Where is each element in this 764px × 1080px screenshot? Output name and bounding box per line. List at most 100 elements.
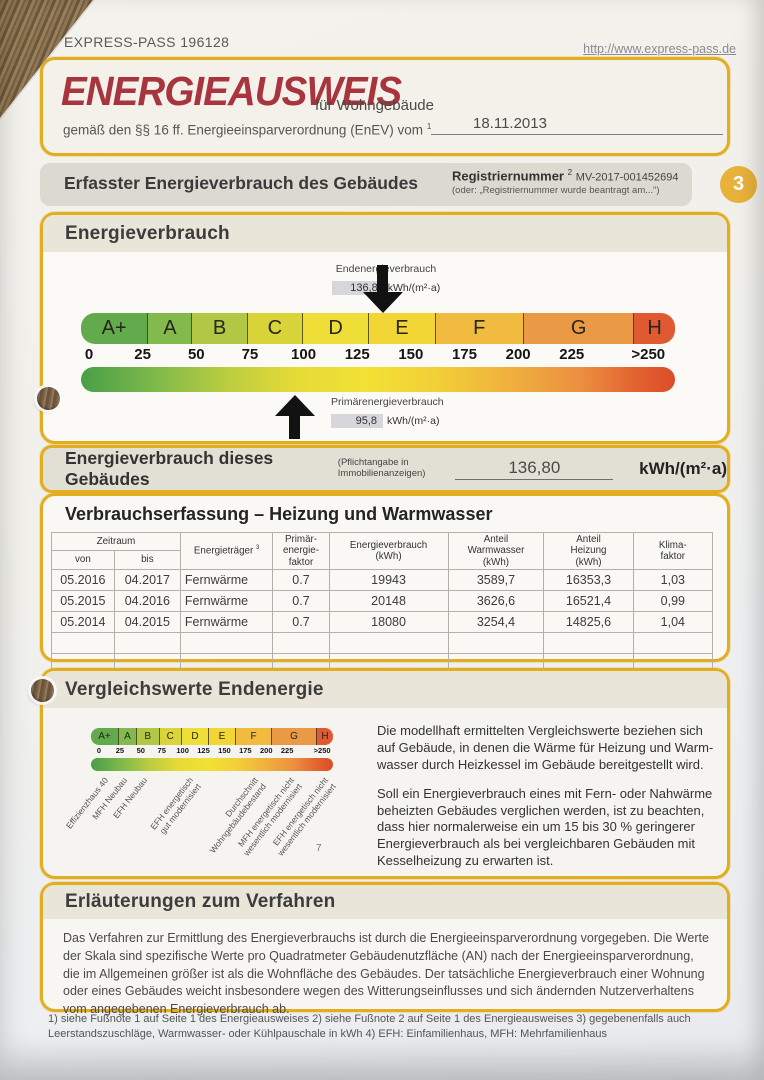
consumption-table-title: Verbrauchserfassung – Heizung und Warmwa…: [65, 504, 493, 524]
scale-tick-0: 0: [96, 746, 102, 755]
scale-tick-225: 225: [559, 346, 585, 363]
col-von: von: [51, 550, 115, 570]
document-title: ENERGIEAUSWEIS: [61, 68, 402, 114]
efficiency-class-band: A+ A B C D E F G H: [81, 313, 675, 344]
comparison-paragraph-2: Soll ein Energieverbrauch eines mit Fern…: [377, 785, 713, 869]
footnote-marker-2: 2: [567, 168, 573, 177]
efficiency-class-B: B: [136, 728, 159, 745]
section-capture-title: Erfasster Energieverbrauch des Gebäudes: [64, 173, 419, 193]
efficiency-class-C: C: [246, 313, 302, 344]
footnotes: 1) siehe Fußnote 1 auf Seite 1 des Energ…: [48, 1013, 691, 1040]
scale-box-header: Energieverbrauch: [43, 215, 727, 252]
registration-label: Registriernummer: [452, 168, 564, 184]
scale-tick-175: 175: [451, 346, 477, 363]
document-subtitle: für Wohngebäude: [315, 97, 434, 114]
col-energietraeger: Energieträger 3: [179, 532, 274, 570]
primary-energy-value: 95,8: [331, 414, 383, 428]
page-mark: 7: [316, 843, 322, 854]
usage-unit: kWh/(m²·a): [639, 459, 727, 478]
scale-tick-150: 150: [218, 746, 231, 755]
scale-tick-150: 150: [398, 346, 424, 363]
col-primaerfaktor: Primär- energie- faktor: [272, 532, 330, 570]
efficiency-class-F: F: [434, 313, 523, 344]
end-energy-unit: kWh/(m²·a): [387, 282, 441, 294]
scale-tick-200: 200: [505, 346, 531, 363]
scale-tick-75: 75: [241, 346, 259, 363]
scale-tick-0: 0: [84, 346, 94, 363]
scale-tick->250: >250: [313, 746, 331, 755]
comparison-tick-row: 0 25 50 75 100 125 150 175 200 225 >250: [91, 746, 333, 756]
comparison-paragraph-1: Die modellhaft ermittelten Vergleichswer…: [377, 723, 714, 772]
efficiency-class-A+: A+: [81, 313, 148, 344]
table-row: 05.2016 04.2017 Fernwärme 0.7 19943 3589,7 163…: [51, 568, 714, 591]
efficiency-class-B: B: [191, 313, 247, 344]
efficiency-class-D: D: [181, 728, 208, 745]
comparison-class-band: A+ A B C D E F G H: [91, 728, 333, 745]
scale-tick->250: >250: [631, 346, 666, 363]
issue-date: 18.11.2013: [431, 115, 723, 135]
efficiency-class-G: G: [271, 728, 316, 745]
comparison-text: Die modellhaft ermittelten Vergleichswer…: [377, 723, 725, 870]
col-zeitraum: Zeitraum: [51, 531, 181, 552]
scale-tick-225: 225: [280, 746, 294, 755]
primary-energy-label: Primärenergieverbrauch: [331, 396, 444, 408]
table-row: [51, 631, 714, 654]
explanation-box-title: Erläuterungen zum Verfahren: [65, 891, 336, 912]
comparison-marker-label: Effizienzhaus 40: [64, 775, 111, 831]
registration-number: MV-2017-001452694: [575, 171, 679, 184]
efficiency-class-E: E: [208, 728, 235, 745]
footnote-marker-3: 3: [256, 545, 260, 552]
col-energieverbrauch: Energieverbrauch (kWh): [328, 532, 449, 570]
usage-note: (Pflichtangabe in Immobilienanzeigen): [337, 457, 426, 479]
website-link: http://www.express-pass.de: [583, 42, 736, 56]
efficiency-class-G: G: [522, 313, 634, 344]
explanation-body: Das Verfahren zur Ermittlung des Energie…: [63, 931, 709, 1016]
efficiency-class-C: C: [158, 728, 181, 745]
table-row: 05.2015 04.2016 Fernwärme 0.7 20148 3626,6 165…: [51, 589, 714, 612]
registration-note: (oder: „Registriernummer wurde beantragt…: [452, 185, 660, 197]
usage-value: 136,80: [455, 458, 614, 480]
document-id: EXPRESS-PASS 196128: [64, 34, 230, 50]
col-anteil-warmwasser: Anteil Warmwasser (kWh): [447, 532, 545, 570]
scale-box-title: Energieverbrauch: [65, 222, 230, 244]
scale-tick-25: 25: [134, 346, 151, 363]
comparison-box: Vergleichswerte Endenergie A+ A B C D E F G H 0 2…: [40, 668, 730, 879]
col-bis: bis: [113, 550, 181, 570]
scale-tick-25: 25: [115, 746, 125, 755]
scale-tick-50: 50: [136, 746, 145, 755]
registration-block: Registriernummer 2 MV-2017-001452694 (od…: [452, 168, 678, 197]
scale-tick-100: 100: [291, 346, 317, 363]
title-box: ENERGIEAUSWEIS für Wohngebäude gemäß den…: [40, 57, 730, 156]
scale-tick-175: 175: [239, 746, 252, 755]
footnote-marker-1: 1: [426, 121, 432, 131]
scale-tick-200: 200: [259, 746, 273, 755]
explanation-box-header: Erläuterungen zum Verfahren: [43, 885, 727, 919]
primary-energy-unit: kWh/(m²·a): [387, 415, 440, 427]
consumption-table-box: Verbrauchserfassung – Heizung und Warmwa…: [40, 493, 730, 675]
table-row: 05.2014 04.2015 Fernwärme 0.7 18080 3254,4 148…: [51, 610, 714, 633]
efficiency-class-H: H: [316, 728, 333, 745]
energy-scale-box: Energieverbrauch Endenergieverbrauch 136…: [40, 212, 730, 444]
punch-hole-top: [37, 387, 60, 410]
col-klimafaktor: Klima- faktor: [632, 532, 714, 570]
building-usage-box: Energieverbrauch dieses Gebäudes (Pflich…: [40, 445, 730, 493]
comparison-box-title: Vergleichswerte Endenergie: [65, 678, 324, 700]
scale-tick-125: 125: [344, 346, 370, 363]
efficiency-class-F: F: [235, 728, 271, 745]
consumption-table: Zeitraum Energieträger 3 Primär- energie…: [51, 531, 714, 675]
gradient-band: [81, 367, 675, 392]
efficiency-class-D: D: [301, 313, 369, 344]
punch-hole-bottom: [31, 679, 54, 702]
comparison-marker-labels: Effizienzhaus 40 MFH Neubau EFH Neubau EFH …: [64, 774, 391, 872]
explanation-box: Erläuterungen zum Verfahren Das Verfahre…: [40, 882, 730, 1016]
comparison-gradient-band: [91, 758, 333, 771]
efficiency-class-A: A: [118, 728, 136, 745]
scale-tick-125: 125: [197, 746, 210, 755]
page-number-badge: 3: [720, 166, 757, 203]
usage-label: Energieverbrauch dieses Gebäudes: [65, 448, 274, 489]
scale-tick-50: 50: [187, 346, 205, 363]
comparison-box-header: Vergleichswerte Endenergie: [43, 671, 727, 708]
col-anteil-heizung: Anteil Heizung (kWh): [543, 532, 634, 570]
section-capture-bar: Erfasster Energieverbrauch des Gebäudes …: [40, 163, 692, 206]
